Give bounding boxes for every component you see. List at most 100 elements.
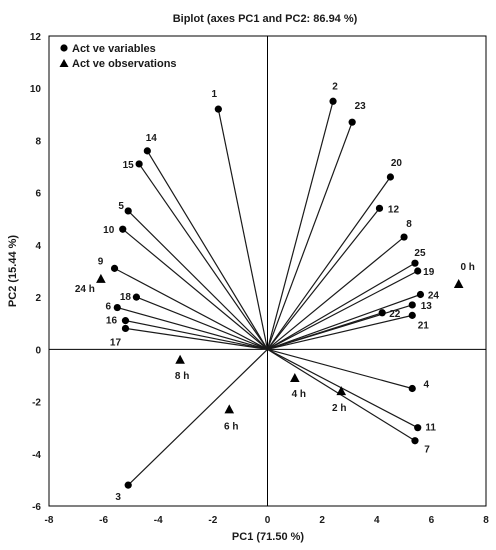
vector-5 [127,210,268,350]
y-tick-label: -6 [32,502,41,513]
point-label: 8 h [175,371,189,382]
legend-label-variables: Act ve variables [72,43,156,55]
observation-point-2-h [336,386,347,396]
point-label: 22 [389,309,401,320]
y-tick-label: 4 [35,241,41,252]
vector-10 [122,228,268,350]
vector-1 [217,108,269,350]
y-tick-label: -4 [32,450,41,461]
x-tick-label: 2 [319,515,325,526]
point-label: 6 [106,302,112,313]
vector-20 [267,176,391,350]
y-tick-label: 12 [30,32,42,43]
x-tick-label: -6 [99,515,108,526]
point-label: 8 [406,219,412,230]
x-tick-label: -2 [208,515,217,526]
variable-point-1 [214,105,222,113]
variable-point-22 [378,309,386,317]
x-axis-label: PC1 (71.50 %) [232,531,304,543]
point-label: 24 h [75,284,95,295]
variable-point-21 [408,311,416,319]
point-label: 2 h [332,403,346,414]
variable-point-19 [414,267,422,275]
point-label: 6 h [224,421,238,432]
variable-point-12 [375,204,384,212]
x-tick-label: -4 [154,515,163,526]
y-tick-label: 10 [30,84,42,95]
vector-16 [125,320,268,350]
data-points [96,97,464,489]
vector-17 [125,327,268,350]
vector-6 [117,306,268,350]
y-tick-label: 8 [35,136,41,147]
observation-point-24-h [96,273,106,283]
vector-19 [267,270,418,350]
point-label: 12 [388,204,400,215]
legend-triangle-marker [59,59,69,67]
point-label: 5 [118,201,124,212]
x-tick-label: 0 [265,515,271,526]
vector-21 [267,314,413,350]
vector-9 [114,267,268,350]
point-label: 23 [355,101,367,112]
variable-point-23 [348,118,356,126]
variable-point-5 [124,207,132,215]
variable-point-9 [110,264,119,272]
y-tick-label: -2 [32,398,41,409]
variable-point-15 [135,160,143,168]
point-label: 18 [120,292,132,303]
variable-point-2 [329,97,337,105]
point-label: 7 [424,445,430,456]
observation-point-0-h [453,279,464,289]
variable-point-25 [411,259,419,267]
variable-point-13 [408,301,416,309]
variable-point-11 [414,424,422,432]
variable-point-6 [113,303,121,312]
variable-point-3 [124,481,132,489]
y-axis-label: PC2 (15.44 %) [7,235,19,307]
legend: Act ve variables Act ve observations [59,43,177,70]
x-tick-label: 8 [483,515,489,526]
variable-point-16 [121,317,130,325]
y-tick-label: 0 [35,345,41,356]
observation-point-4-h [290,373,300,383]
point-label: 24 [428,291,440,302]
vector-25 [267,262,416,350]
point-label: 20 [391,158,403,169]
variable-point-20 [386,173,395,181]
x-tick-label: 4 [374,515,380,526]
point-label: 17 [110,337,122,348]
vector-23 [266,121,353,350]
point-label: 21 [418,320,430,331]
point-label: 2 [332,81,338,92]
vector-2 [266,101,334,350]
variable-vectors [114,101,421,486]
y-tick-label: 2 [35,293,41,304]
legend-label-observations: Act ve observations [72,58,177,70]
legend-circle-marker [60,44,68,52]
point-label: 13 [421,301,433,312]
variable-point-24 [416,290,425,299]
chart-title: Biplot (axes PC1 and PC2: 86.94 %) [173,13,358,25]
point-label: 0 h [460,262,474,273]
x-tick-label: 6 [429,515,435,526]
observation-point-6-h [224,404,235,414]
variable-point-17 [121,324,130,333]
vector-12 [267,207,380,350]
point-label: 16 [106,316,118,327]
point-label: 15 [123,160,135,171]
vector-18 [136,296,268,350]
point-label: 3 [115,492,121,503]
vector-8 [267,236,405,350]
vector-24 [267,293,421,350]
variable-point-14 [143,147,151,155]
point-label: 11 [425,423,436,434]
vector-3 [127,348,268,486]
point-label: 4 h [292,389,306,400]
point-label: 25 [414,248,426,259]
y-tick-label: 6 [35,189,41,200]
point-label: 1 [212,89,218,100]
